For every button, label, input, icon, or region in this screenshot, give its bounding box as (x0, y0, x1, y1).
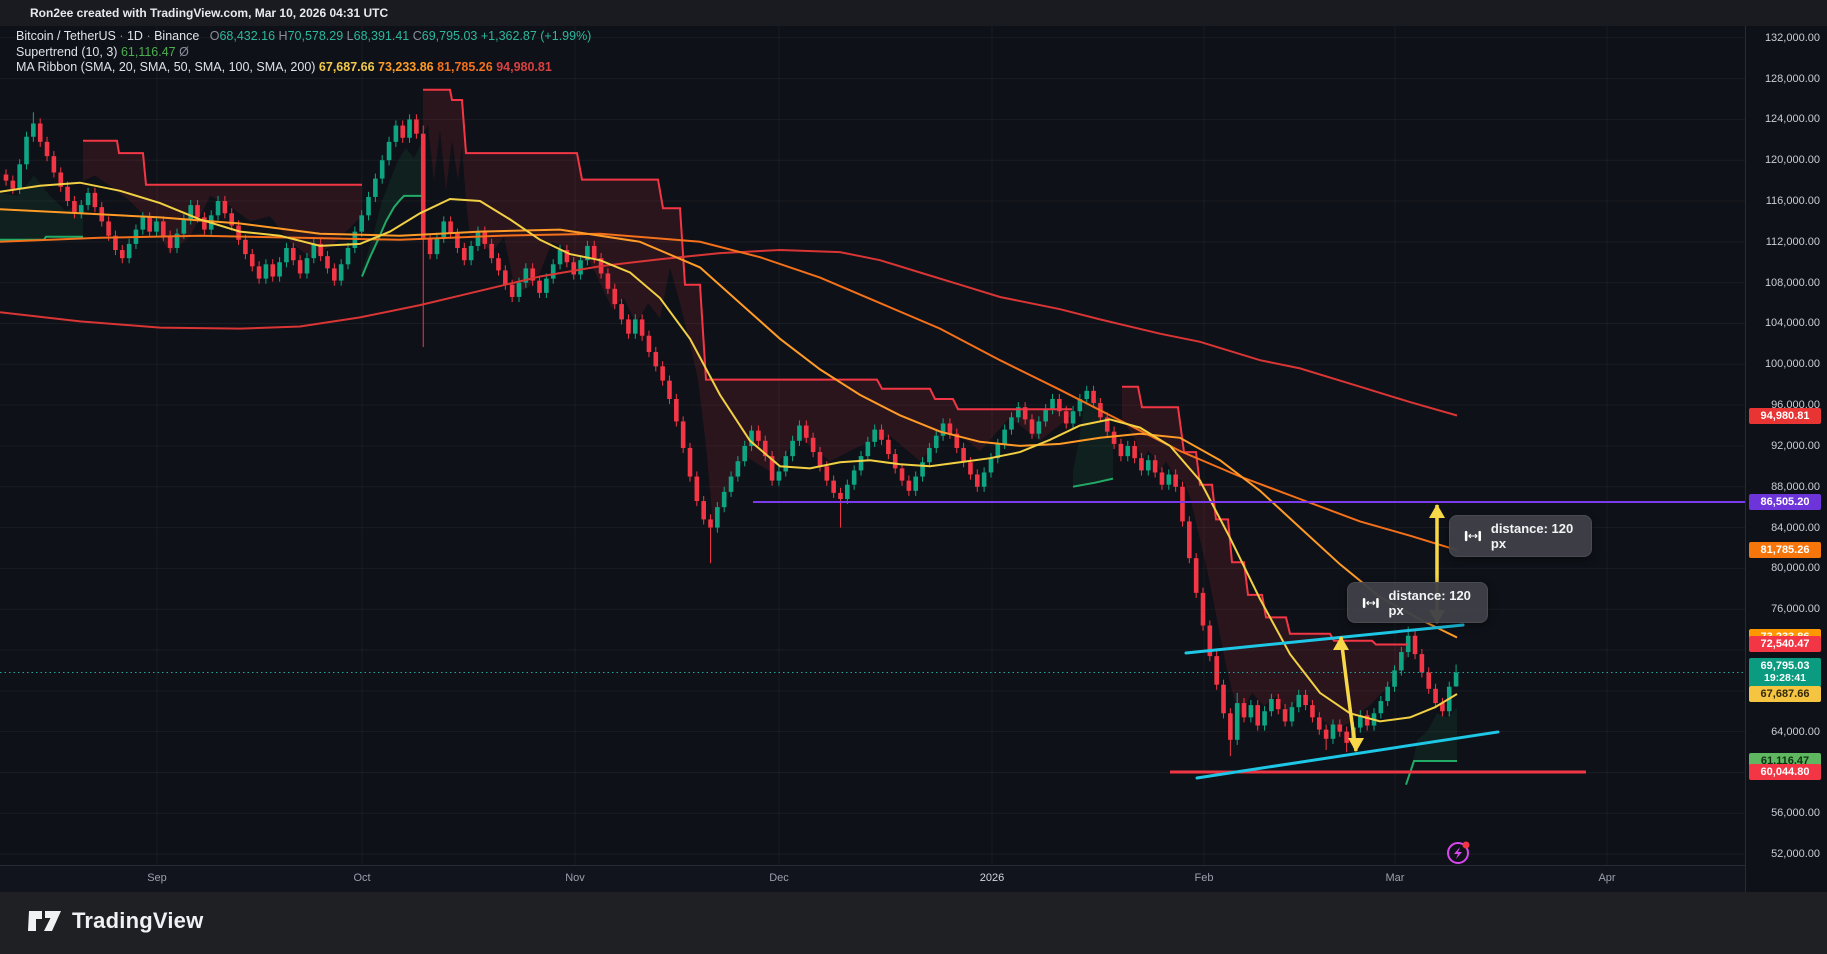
price-tick-label: 100,000.00 (1764, 358, 1820, 371)
supertrend-fills (0, 89, 1457, 785)
channel-lower-trendline (1195, 730, 1500, 780)
price-tick-label: 92,000.00 (1771, 439, 1820, 452)
gridlines (0, 26, 1745, 865)
time-tick-label: Dec (769, 872, 789, 884)
measure-distance-text: distance: 120 px (1388, 587, 1471, 618)
footer-bar: TradingView (0, 892, 1827, 954)
price-tick-label: 80,000.00 (1771, 562, 1820, 575)
price-tick-label: 128,000.00 (1764, 72, 1820, 85)
symbol-legend-row[interactable]: Bitcoin / TetherUS · 1D · Binance O68,43… (16, 29, 592, 43)
open-value: 68,432.16 (219, 29, 276, 43)
tradingview-logo-icon (28, 911, 61, 931)
exchange-label[interactable]: Binance (154, 29, 200, 43)
brand-name: TradingView (72, 908, 204, 933)
price-badge: 69,795.03 19:28:41 (1749, 658, 1821, 687)
time-tick-label: Mar (1385, 872, 1405, 884)
supertrend-value: 61,116.47 (120, 44, 176, 59)
price-tick-label: 88,000.00 (1771, 480, 1820, 493)
credit-text: Ron2ee created with TradingView.com, Mar… (30, 6, 389, 20)
time-tick-label: 2026 (979, 872, 1005, 884)
ma-line-sma20 (0, 181, 1458, 723)
price-axis[interactable]: 132,000.00 128,000.00 124,000.00 120,000.00… (1745, 26, 1827, 892)
ma-ribbon-legend-row[interactable]: MA Ribbon (SMA, 20, SMA, 50, SMA, 100, S… (16, 60, 591, 76)
price-tick-label: 120,000.00 (1764, 154, 1820, 167)
price-badge: 86,505.20 (1749, 494, 1821, 510)
price-tick-label: 116,000.00 (1765, 195, 1820, 208)
high-value: 70,578.29 (287, 29, 344, 43)
ma-ribbon-lines[interactable] (0, 181, 1458, 723)
time-axis[interactable]: Sep Oct Nov Dec 2026 Feb Mar Apr (0, 865, 1745, 892)
price-tick-label: 132,000.00 (1764, 31, 1820, 44)
event-lightning-icon[interactable] (1447, 841, 1470, 864)
ma-line-sma200 (0, 248, 1458, 417)
indicator-legend: Bitcoin / TetherUS · 1D · Binance O68,43… (16, 29, 591, 76)
time-tick-label: Apr (1598, 872, 1616, 884)
price-badge: 72,540.47 (1749, 636, 1821, 653)
tradingview-brand[interactable]: TradingView (28, 908, 203, 934)
close-value: 69,795.03 (421, 29, 478, 43)
measure-tooltip[interactable]: distance: 120 px (1347, 582, 1488, 623)
price-badge: 60,044.80 (1749, 764, 1821, 780)
ma-ribbon-value: 94,980.81 (492, 60, 552, 74)
price-tick-label: 124,000.00 (1764, 113, 1820, 126)
time-tick-label: Oct (353, 872, 371, 884)
time-tick-label: Nov (565, 872, 585, 884)
price-chart-canvas[interactable] (0, 26, 1745, 865)
time-tick-label: Sep (147, 872, 167, 884)
price-tick-label: 56,000.00 (1771, 807, 1820, 820)
price-tick-label: 76,000.00 (1771, 603, 1820, 616)
measure-distance-text: distance: 120 px (1490, 521, 1574, 551)
drawing-tools-layer[interactable] (0, 501, 1745, 780)
supertrend-name[interactable]: Supertrend (10, 3) (16, 44, 118, 59)
channel-upper-trendline (1184, 623, 1465, 655)
supertrend-suffix-icon: Ø (179, 44, 189, 59)
low-value: 68,391.41 (353, 29, 410, 43)
price-tick-label: 84,000.00 (1771, 521, 1820, 534)
ma-ribbon-value: 81,785.26 (433, 60, 493, 74)
symbol-title[interactable]: Bitcoin / TetherUS (16, 29, 116, 43)
ma-line-sma50 (0, 208, 1458, 639)
change-value: +1,362.87 (+1.99%) (480, 29, 592, 43)
measure-tooltip[interactable]: distance: 120 px (1449, 515, 1592, 557)
price-tick-label: 108,000.00 (1764, 276, 1820, 289)
price-badge: 94,980.81 (1749, 407, 1821, 424)
price-tick-label: 112,000.00 (1765, 235, 1820, 248)
price-tick-label: 64,000.00 (1771, 725, 1820, 738)
chart-area: Bitcoin / TetherUS · 1D · Binance O68,43… (0, 26, 1827, 892)
ma-ribbon-values: 67,687.66 73,233.86 81,785.26 94,980.81 (319, 60, 552, 74)
time-tick-label: Feb (1194, 872, 1214, 884)
price-badge: 81,785.26 (1749, 542, 1821, 559)
credit-bar: Ron2ee created with TradingView.com, Mar… (0, 0, 1827, 26)
ma-ribbon-value: 67,687.66 (318, 60, 375, 74)
ma-ribbon-name[interactable]: MA Ribbon (SMA, 20, SMA, 50, SMA, 100, S… (16, 60, 316, 74)
price-tick-label: 52,000.00 (1771, 848, 1820, 861)
ma-line-sma100 (0, 232, 1458, 552)
price-tick-label: 104,000.00 (1764, 317, 1820, 330)
interval-label[interactable]: 1D (126, 29, 143, 43)
price-badge: 67,687.66 (1749, 686, 1821, 703)
candles-layer[interactable] (3, 112, 1459, 757)
supertrend-legend-row[interactable]: Supertrend (10, 3) 61,116.47 Ø (16, 45, 591, 61)
ma-ribbon-value: 73,233.86 (374, 60, 434, 74)
